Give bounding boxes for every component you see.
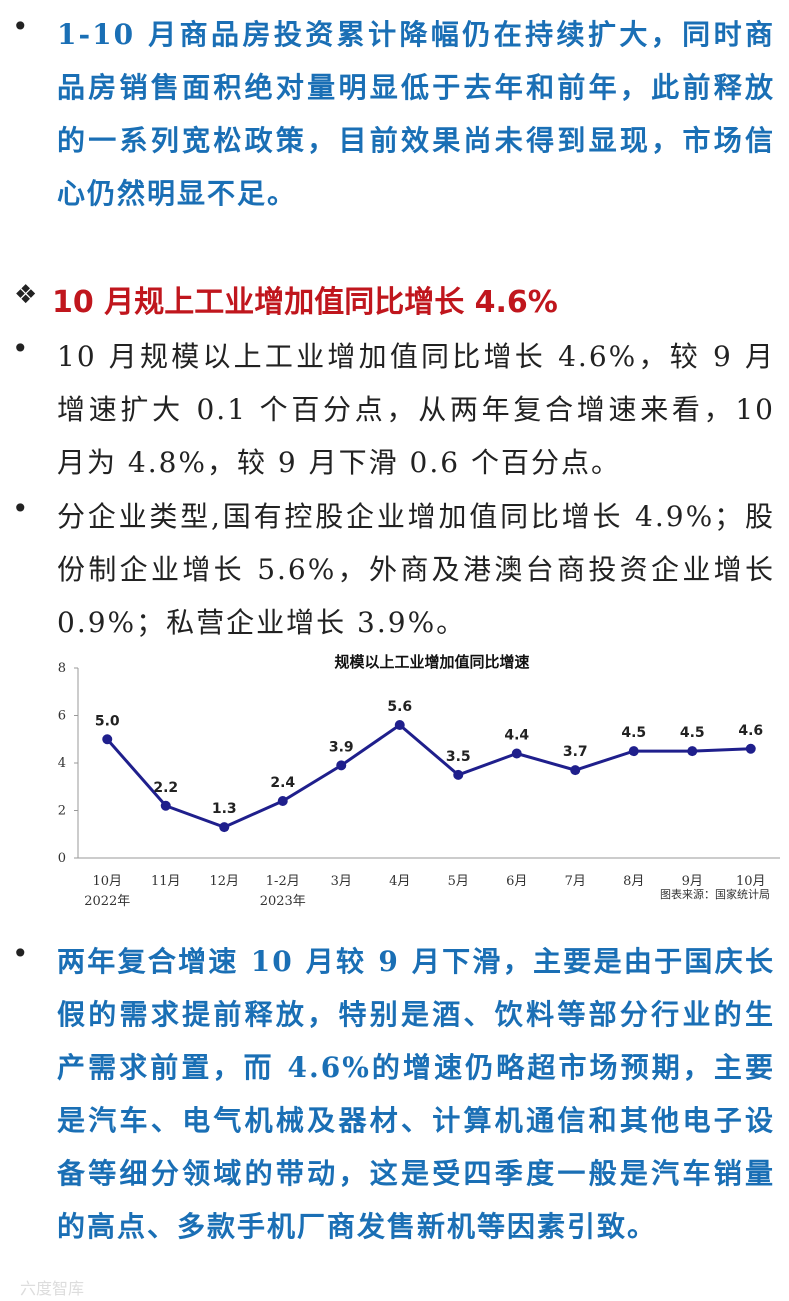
value-label: 4.5	[680, 725, 705, 741]
point	[219, 822, 230, 833]
y-tick-label: 4	[58, 756, 66, 771]
bullet-dot: •	[12, 492, 29, 525]
point	[160, 800, 171, 811]
x-tick-label: 5月	[448, 874, 469, 889]
point	[336, 760, 347, 771]
x-tick-label: 1-2月	[266, 874, 300, 889]
point	[687, 746, 698, 757]
value-label: 2.4	[270, 775, 295, 791]
bullet-dot: •	[12, 10, 29, 43]
value-label: 3.5	[446, 749, 471, 765]
bullet-dot: •	[12, 937, 29, 970]
source: 图表来源：国家统计局	[660, 887, 770, 901]
value-label: 4.6	[738, 723, 763, 739]
x-tick-label: 10月	[736, 874, 766, 889]
period-label: 2023年	[260, 894, 306, 909]
x-tick-label: 10月	[92, 874, 122, 889]
value-label: 4.5	[621, 725, 646, 741]
x-tick-label: 12月	[209, 874, 239, 889]
point	[102, 734, 113, 745]
x-tick-label: 11月	[151, 874, 181, 889]
period-label: 2022年	[84, 894, 130, 909]
value-label: 3.9	[329, 739, 354, 755]
y-tick-label: 6	[58, 709, 66, 724]
y-tick-label: 8	[58, 661, 66, 676]
point	[394, 720, 405, 730]
x-tick-label: 4月	[389, 874, 410, 889]
point	[745, 743, 756, 754]
x-tick-label: 6月	[506, 874, 527, 889]
value-label: 1.3	[212, 801, 237, 817]
paragraph: 分企业类型,国有控股企业增加值同比增长 4.9%；股份制企业增长 5.6%，外商…	[57, 500, 775, 639]
heading-icon: ❖	[14, 280, 38, 310]
bullet-dot: •	[12, 332, 29, 365]
paragraph: 10 月规模以上工业增加值同比增长 4.6%，较 9 月增速扩大 0.1 个百分…	[57, 340, 775, 479]
heading: 10 月规上工业增加值同比增长 4.6%	[52, 285, 558, 320]
value-label: 3.7	[563, 744, 588, 760]
y-tick-label: 2	[58, 804, 66, 819]
chart: 规模以上工业增加值同比增速 图表来源：国家统计局 0 2 4 6 8 10月 2022年 11…	[58, 653, 780, 909]
chart-title: 规模以上工业增加值同比增速	[334, 653, 529, 671]
y-tick-label: 0	[58, 851, 66, 866]
value-label: 2.2	[153, 780, 178, 796]
point	[277, 796, 288, 806]
point	[453, 769, 464, 780]
watermark: 六度智库	[20, 1279, 85, 1298]
value-label: 5.0	[95, 713, 120, 729]
point	[628, 746, 639, 757]
line	[106, 723, 751, 829]
paragraph: 1-10 月商品房投资累计降幅仍在持续扩大，同时商品房销售面积绝对量明显低于去年…	[57, 18, 775, 210]
paragraph: 两年复合增速 10 月较 9 月下滑，主要是由于国庆长假的需求提前释放，特别是酒…	[57, 945, 775, 1243]
value-label: 5.6	[387, 699, 412, 715]
x-tick-label: 3月	[331, 874, 352, 889]
x-tick-label: 9月	[682, 874, 703, 889]
x-tick-label: 8月	[623, 874, 644, 889]
point	[511, 748, 522, 759]
point	[570, 765, 581, 776]
value-label: 4.4	[504, 728, 529, 744]
x-tick-label: 7月	[565, 874, 586, 889]
